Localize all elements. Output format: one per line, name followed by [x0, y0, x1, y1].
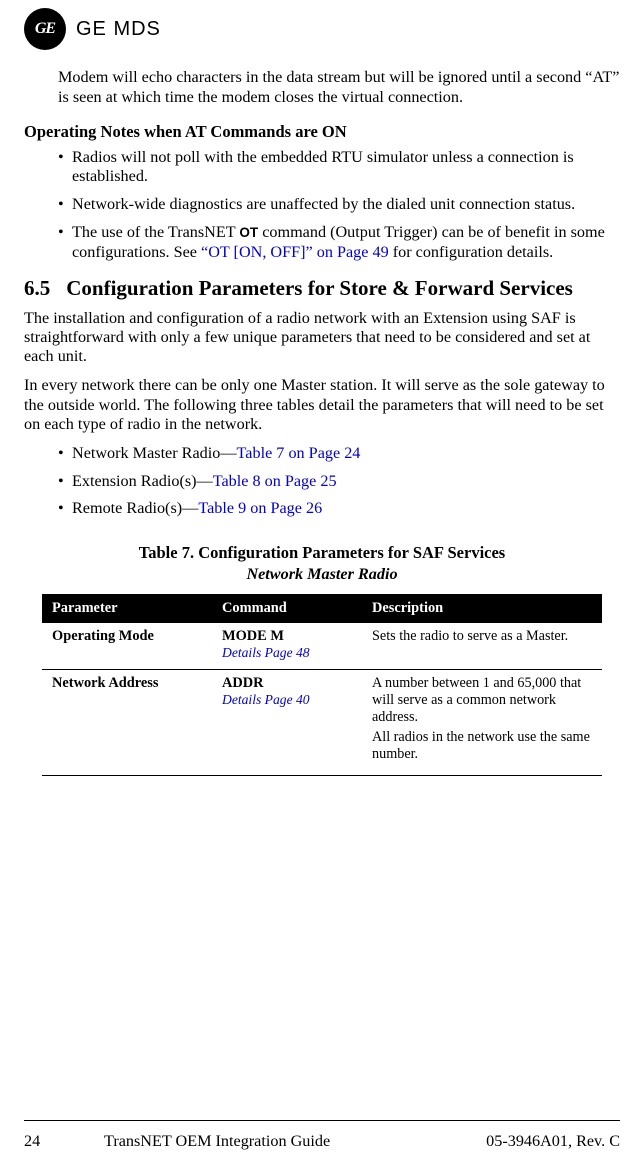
section-heading-6-5: 6.5 Configuration Parameters for Store &… [24, 276, 620, 301]
description-text: All radios in the network use the same n… [372, 729, 592, 763]
text-run: for configuration details. [389, 243, 554, 261]
ge-monogram-badge: GE [24, 8, 66, 50]
body-paragraph: In every network there can be only one M… [24, 376, 620, 433]
subheading-operating-notes: Operating Notes when AT Commands are ON [24, 122, 620, 142]
table-subtitle: Network Master Radio [24, 565, 620, 584]
cell-description: Sets the radio to serve as a Master. [362, 623, 602, 670]
col-header-command: Command [212, 594, 362, 623]
col-header-parameter: Parameter [42, 594, 212, 623]
list-item: The use of the TransNET OT command (Outp… [58, 223, 620, 263]
body-paragraph: The installation and configuration of a … [24, 309, 620, 366]
list-item: Radios will not poll with the embedded R… [58, 148, 620, 188]
table-row: Network Address ADDR Details Page 40 A n… [42, 670, 602, 776]
list-item: Extension Radio(s)—Table 8 on Page 25 [58, 472, 620, 492]
xref-table-9[interactable]: Table 9 on Page 26 [198, 499, 322, 517]
xref-table-8[interactable]: Table 8 on Page 25 [213, 472, 337, 490]
section-title: Configuration Parameters for Store & For… [66, 276, 620, 301]
table-saf-master: Parameter Command Description Operating … [42, 594, 602, 776]
cell-command: MODE M Details Page 48 [212, 623, 362, 670]
xref-details-page-48[interactable]: Details Page 48 [222, 645, 352, 661]
command-name: MODE M [222, 628, 284, 644]
intro-paragraph: Modem will echo characters in the data s… [58, 68, 620, 108]
list-item: Network-wide diagnostics are unaffected … [58, 195, 620, 215]
col-header-description: Description [362, 594, 602, 623]
brand-header: GE GE MDS [24, 8, 620, 50]
cell-command: ADDR Details Page 40 [212, 670, 362, 776]
bullet-list-operating-notes: Radios will not poll with the embedded R… [58, 148, 620, 263]
text-run: Remote Radio(s)— [72, 499, 198, 517]
page-number: 24 [24, 1132, 104, 1151]
list-item: Network Master Radio—Table 7 on Page 24 [58, 444, 620, 464]
cell-parameter: Network Address [42, 670, 212, 776]
command-name: ADDR [222, 675, 264, 691]
page-footer: 24 TransNET OEM Integration Guide 05-394… [24, 1132, 620, 1151]
section-number: 6.5 [24, 276, 50, 301]
footer-title: TransNET OEM Integration Guide [104, 1132, 486, 1151]
bullet-list-radio-types: Network Master Radio—Table 7 on Page 24 … [58, 444, 620, 519]
cell-description: A number between 1 and 65,000 that will … [362, 670, 602, 776]
description-text: A number between 1 and 65,000 that will … [372, 675, 592, 725]
xref-details-page-40[interactable]: Details Page 40 [222, 692, 352, 708]
command-literal-ot: OT [239, 225, 258, 240]
xref-ot-on-off[interactable]: “OT [ON, OFF]” on Page 49 [201, 243, 389, 261]
ge-monogram-text: GE [35, 20, 55, 38]
brand-text: GE MDS [76, 18, 161, 41]
description-text: Sets the radio to serve as a Master. [372, 628, 592, 645]
xref-table-7[interactable]: Table 7 on Page 24 [237, 444, 361, 462]
list-item: Remote Radio(s)—Table 9 on Page 26 [58, 499, 620, 519]
text-run: The use of the TransNET [72, 223, 239, 241]
cell-parameter: Operating Mode [42, 623, 212, 670]
footer-rule [24, 1120, 620, 1121]
table-header-row: Parameter Command Description [42, 594, 602, 623]
footer-revision: 05-3946A01, Rev. C [486, 1132, 620, 1151]
text-run: Extension Radio(s)— [72, 472, 213, 490]
text-run: Network Master Radio— [72, 444, 237, 462]
table-caption: Table 7. Configuration Parameters for SA… [24, 543, 620, 563]
table-row: Operating Mode MODE M Details Page 48 Se… [42, 623, 602, 670]
